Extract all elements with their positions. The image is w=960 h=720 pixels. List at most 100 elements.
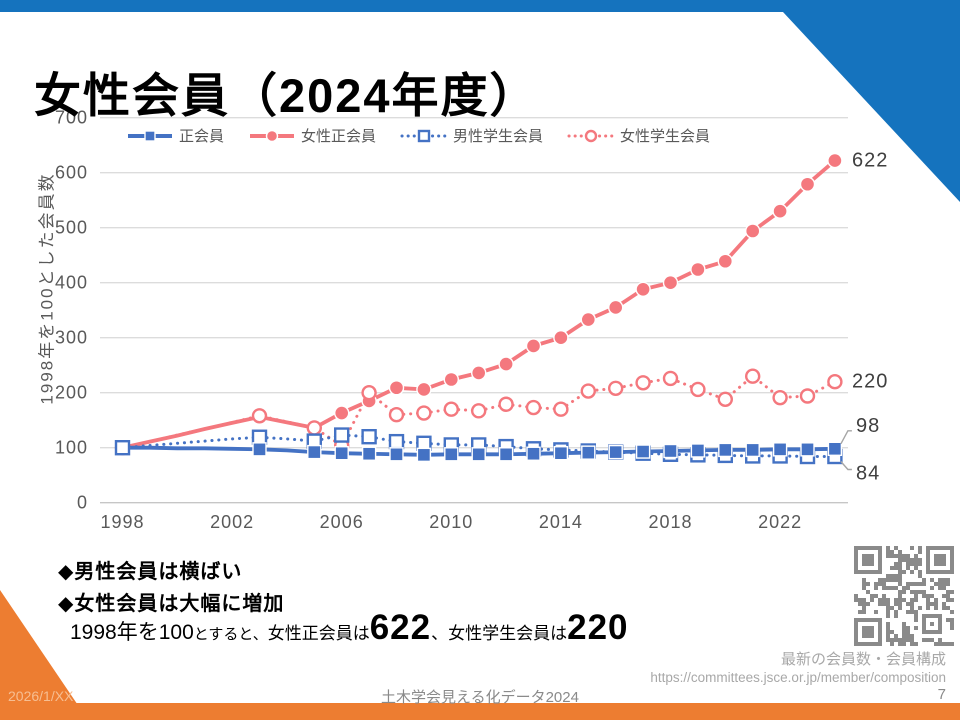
marker — [662, 275, 679, 291]
marker — [827, 374, 843, 390]
marker — [471, 403, 487, 419]
marker — [580, 311, 596, 328]
marker — [334, 446, 349, 461]
marker — [265, 129, 279, 142]
bullet-female-members: ◆女性会員は大幅に増加 — [58, 593, 285, 615]
marker — [662, 370, 679, 387]
x-tick-label-2018: 2018 — [648, 512, 692, 532]
y-tick-label-100: 100 — [55, 438, 88, 458]
y-tick-label-0: 0 — [77, 493, 88, 513]
marker — [471, 365, 487, 381]
marker — [800, 442, 815, 457]
y-tick-label-400: 400 — [55, 273, 88, 293]
marker — [553, 330, 569, 346]
marker — [361, 385, 377, 401]
marker — [772, 389, 788, 406]
marker — [799, 176, 816, 192]
x-tick-label-2010: 2010 — [429, 512, 473, 532]
y-tick-label-600: 600 — [55, 163, 88, 183]
summary-part: 1998年を100 — [70, 621, 194, 644]
marker — [526, 446, 541, 461]
chart-legend: 正会員 女性正会員 男性学生会員 女性学生会員 — [126, 125, 710, 146]
y-axis-title: 1998年を100とした会員数 — [37, 172, 57, 405]
marker — [361, 429, 377, 445]
end-label-regular-members: 98 — [856, 415, 880, 437]
legend-swatch-male-student-members — [400, 129, 448, 142]
qr-code — [854, 546, 954, 646]
marker — [581, 445, 596, 460]
marker — [306, 420, 322, 436]
end-label-male-student-members: 84 — [856, 463, 880, 485]
marker — [717, 391, 733, 407]
marker — [444, 447, 459, 462]
series-markers-regular-members — [252, 441, 843, 463]
marker — [443, 371, 459, 388]
x-tick-label-2022: 2022 — [758, 512, 802, 532]
y-tick-label-200: 200 — [55, 383, 88, 403]
footer-title: 土木学会見える化データ2024 — [381, 689, 579, 706]
marker — [471, 447, 486, 462]
legend-item-regular-members: 正会員 — [126, 125, 224, 146]
marker — [745, 223, 761, 239]
marker — [498, 356, 514, 372]
legend-label: 正会員 — [179, 128, 225, 145]
marker — [144, 129, 156, 142]
end-label-female-student-members: 220 — [852, 371, 888, 393]
marker — [251, 408, 268, 424]
marker — [745, 442, 760, 458]
marker — [772, 203, 788, 219]
marker — [498, 396, 514, 412]
page-title: 女性会員（2024年度） — [34, 69, 539, 123]
series-markers-female-regular-members — [334, 152, 843, 421]
summary-value-female-student: 220 — [567, 608, 629, 647]
end-label-connector-male-student-members — [840, 461, 852, 471]
marker — [635, 375, 651, 391]
marker — [608, 444, 623, 460]
marker — [635, 281, 651, 297]
marker — [608, 299, 624, 316]
summary-part: 女性正会員は — [267, 624, 370, 643]
legend-swatch-female-student-members — [567, 129, 615, 142]
marker — [718, 442, 733, 458]
notes-block: ◆男性会員は横ばい ◆女性会員は大幅に増加 — [58, 556, 284, 620]
x-tick-label-2006: 2006 — [320, 512, 364, 532]
marker — [580, 383, 596, 399]
marker — [251, 429, 268, 445]
marker — [388, 433, 405, 450]
header-band — [0, 0, 960, 12]
bullet-male-members: ◆男性会員は横ばい — [58, 561, 243, 583]
marker — [608, 380, 624, 396]
legend-item-female-regular-members: 女性正会員 — [248, 125, 376, 146]
series-markers-female-student-members — [114, 368, 843, 456]
marker — [717, 253, 733, 269]
marker — [799, 388, 816, 404]
marker — [690, 381, 706, 398]
summary-part: 、 — [431, 624, 449, 643]
y-tick-label-500: 500 — [55, 218, 88, 238]
page-number: 7 — [937, 686, 946, 703]
summary-line: 1998年を100 とすると、 女性正会員は 622 、 女性学生会員は 220 — [70, 608, 629, 648]
marker — [690, 261, 706, 278]
marker — [334, 427, 350, 443]
source-caption: 最新の会員数・会員構成 — [780, 651, 946, 668]
marker — [114, 440, 131, 456]
legend-label: 女性学生会員 — [620, 128, 711, 145]
marker — [553, 401, 569, 417]
legend-label: 男性学生会員 — [453, 128, 544, 145]
legend-item-female-student-members: 女性学生会員 — [567, 125, 710, 146]
marker — [388, 380, 405, 396]
marker — [525, 399, 542, 416]
legend-item-male-student-members: 男性学生会員 — [400, 125, 543, 146]
marker — [772, 442, 788, 457]
marker — [417, 129, 431, 142]
marker — [361, 446, 377, 461]
marker — [498, 447, 514, 462]
summary-part: 女性学生会員は — [448, 624, 568, 643]
end-label-female-regular-members: 622 — [852, 150, 888, 172]
legend-swatch-female-regular-members — [250, 129, 295, 142]
marker — [584, 129, 598, 142]
marker — [307, 444, 322, 460]
marker — [443, 401, 459, 417]
marker — [635, 444, 651, 459]
legend-swatch-regular-members — [128, 129, 172, 142]
